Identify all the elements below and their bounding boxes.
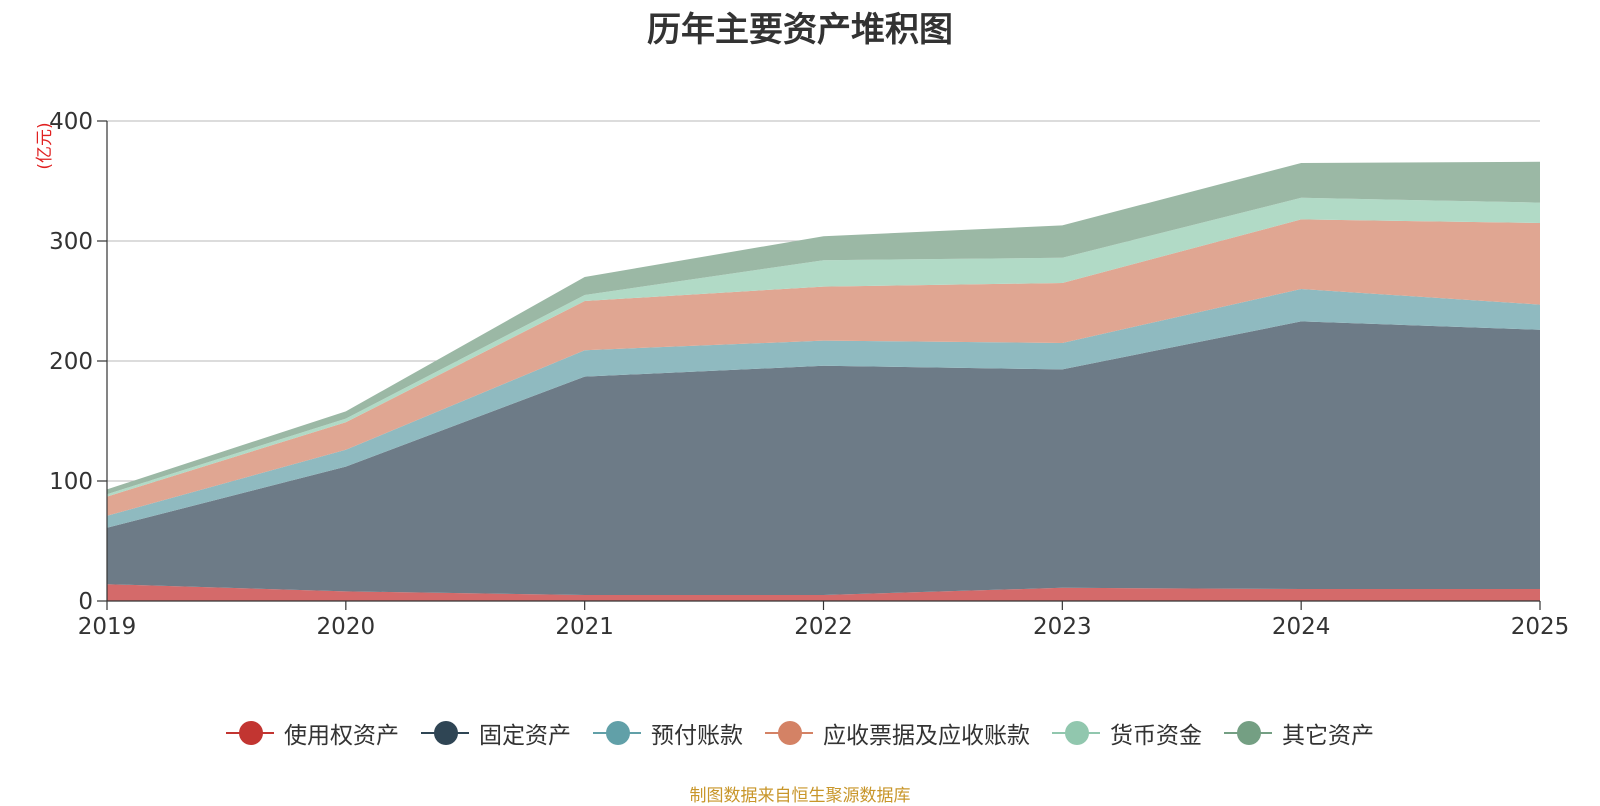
area-series-1[interactable] bbox=[107, 584, 1540, 601]
legend: 使用权资产 固定资产 预付账款 应收票据及应收账款 货币资金 其它资产 bbox=[0, 716, 1600, 750]
legend-item-4[interactable]: 应收票据及应收账款 bbox=[765, 716, 1030, 750]
legend-label: 应收票据及应收账款 bbox=[823, 723, 1030, 749]
area-series-4[interactable] bbox=[107, 219, 1540, 516]
area-series bbox=[107, 161, 1540, 601]
legend-item-1[interactable]: 使用权资产 bbox=[226, 716, 399, 750]
y-tick-label: 300 bbox=[49, 229, 93, 255]
legend-marker bbox=[765, 721, 813, 745]
x-tick-label: 2023 bbox=[1033, 614, 1092, 640]
y-tick-label: 400 bbox=[49, 109, 93, 135]
chart-title: 历年主要资产堆积图 bbox=[647, 10, 953, 50]
legend-label: 其它资产 bbox=[1282, 723, 1374, 749]
legend-item-2[interactable]: 固定资产 bbox=[421, 716, 571, 750]
legend-label: 使用权资产 bbox=[284, 723, 399, 749]
axes: 0 100 200 300 400 2019 2020 2021 2022 2023 2024 202… bbox=[49, 109, 1569, 640]
x-tick-label: 2020 bbox=[317, 614, 376, 640]
y-axis-unit-label: (亿元) bbox=[35, 122, 55, 169]
y-tick-label: 200 bbox=[49, 349, 93, 375]
legend-label: 预付账款 bbox=[651, 723, 743, 749]
legend-item-6[interactable]: 其它资产 bbox=[1224, 716, 1374, 750]
area-series-6[interactable] bbox=[107, 161, 1540, 495]
source-note: 制图数据来自恒生聚源数据库 bbox=[689, 786, 911, 806]
legend-item-3[interactable]: 预付账款 bbox=[593, 716, 743, 750]
legend-marker bbox=[593, 721, 641, 745]
x-tick-label: 2021 bbox=[555, 614, 614, 640]
x-tick-label: 2024 bbox=[1272, 614, 1331, 640]
legend-marker bbox=[226, 721, 274, 745]
legend-label: 固定资产 bbox=[479, 723, 571, 749]
legend-marker bbox=[1224, 721, 1272, 745]
legend-label: 货币资金 bbox=[1110, 723, 1202, 749]
x-tick-label: 2025 bbox=[1511, 614, 1570, 640]
area-series-2[interactable] bbox=[107, 321, 1540, 595]
x-tick-label: 2022 bbox=[794, 614, 853, 640]
legend-item-5[interactable]: 货币资金 bbox=[1052, 716, 1202, 750]
y-tick-label: 0 bbox=[78, 589, 93, 615]
y-tick-label: 100 bbox=[49, 469, 93, 495]
legend-marker bbox=[421, 721, 469, 745]
x-tick-label: 2019 bbox=[78, 614, 137, 640]
area-series-3[interactable] bbox=[107, 289, 1540, 528]
legend-marker bbox=[1052, 721, 1100, 745]
